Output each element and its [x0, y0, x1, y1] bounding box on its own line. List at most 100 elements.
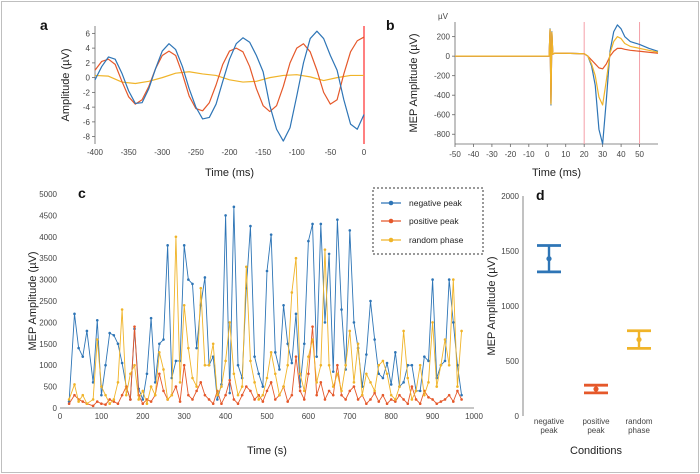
- c-point-random-phase: [149, 385, 153, 388]
- c-point-positive-peak: [191, 398, 194, 401]
- c-point-random-phase: [137, 398, 140, 401]
- a-y-tick-label: -6: [83, 118, 91, 127]
- c-y-tick-label: 3000: [39, 276, 57, 285]
- c-point-positive-peak: [253, 398, 256, 401]
- c-x-tick-label: 700: [343, 412, 357, 421]
- c-point-positive-peak: [129, 398, 132, 401]
- a-y-tick-label: 4: [86, 44, 91, 53]
- c-point-positive-peak: [162, 389, 165, 393]
- c-point-random-phase: [377, 363, 381, 367]
- c-point-negative-peak: [418, 389, 422, 393]
- c-point-random-phase: [199, 286, 203, 290]
- c-point-negative-peak: [278, 368, 281, 371]
- c-point-random-phase: [315, 381, 318, 384]
- c-point-positive-peak: [394, 400, 397, 403]
- c-point-random-phase: [178, 381, 182, 384]
- c-point-random-phase: [236, 393, 240, 397]
- c-point-positive-peak: [344, 398, 347, 401]
- c-point-positive-peak: [265, 389, 269, 393]
- d-mean-positive-peak: [593, 386, 599, 392]
- c-point-positive-peak: [439, 400, 443, 403]
- c-x-tick-label: 1000: [465, 412, 483, 421]
- c-point-random-phase: [282, 385, 285, 388]
- c-point-random-phase: [389, 393, 393, 397]
- c-point-random-phase: [319, 363, 323, 367]
- c-point-negative-peak: [286, 342, 290, 346]
- c-point-positive-peak: [91, 404, 95, 408]
- panel-letter-b: b: [386, 17, 395, 33]
- c-point-positive-peak: [323, 398, 327, 401]
- c-point-random-phase: [162, 368, 165, 371]
- legend-label-random-phase: random phase: [409, 235, 464, 245]
- b-y-tick-label: -400: [434, 91, 451, 100]
- c-point-negative-peak: [81, 355, 85, 358]
- c-point-negative-peak: [153, 381, 157, 384]
- c-x-tick-label: 800: [385, 412, 399, 421]
- c-point-negative-peak: [373, 338, 376, 341]
- d-y-tick-label: 2000: [501, 192, 519, 201]
- a-y-tick-label: 2: [86, 59, 91, 68]
- b-unit-label: µV: [438, 12, 449, 21]
- c-point-negative-peak: [340, 308, 343, 311]
- c-point-negative-peak: [174, 359, 178, 363]
- c-point-positive-peak: [236, 402, 240, 406]
- c-point-random-phase: [73, 383, 76, 386]
- c-point-random-phase: [327, 363, 331, 367]
- c-point-negative-peak: [166, 244, 169, 247]
- b-x-tick-label: 20: [580, 150, 589, 159]
- c-point-negative-peak: [385, 361, 389, 365]
- c-point-random-phase: [443, 338, 447, 341]
- c-point-negative-peak: [352, 321, 356, 324]
- c-point-random-phase: [381, 359, 385, 363]
- c-point-positive-peak: [141, 402, 145, 406]
- c-point-random-phase: [257, 398, 261, 401]
- c-y-tick-label: 1000: [39, 361, 57, 370]
- c-point-random-phase: [112, 398, 116, 401]
- c-point-positive-peak: [220, 402, 223, 406]
- c-point-random-phase: [265, 376, 269, 380]
- c-point-negative-peak: [265, 269, 269, 273]
- c-point-negative-peak: [460, 393, 463, 397]
- legend-label-positive-peak: positive peak: [409, 216, 459, 226]
- c-point-negative-peak: [232, 205, 236, 209]
- c-point-positive-peak: [178, 400, 182, 403]
- c-point-random-phase: [348, 329, 352, 333]
- c-point-random-phase: [331, 385, 335, 388]
- c-point-positive-peak: [187, 393, 190, 397]
- c-point-negative-peak: [120, 361, 124, 365]
- c-point-negative-peak: [141, 398, 145, 401]
- c-point-negative-peak: [228, 391, 232, 395]
- c-point-random-phase: [360, 393, 364, 397]
- c-y-tick-label: 0: [53, 404, 58, 413]
- c-point-negative-peak: [182, 244, 186, 247]
- b-series-random-phase: [455, 28, 659, 106]
- c-point-positive-peak: [381, 393, 385, 397]
- c-point-positive-peak: [232, 398, 236, 401]
- c-point-negative-peak: [261, 385, 265, 388]
- c-point-negative-peak: [91, 381, 95, 384]
- c-point-random-phase: [77, 400, 80, 403]
- c-point-positive-peak: [336, 363, 339, 367]
- c-point-positive-peak: [327, 389, 331, 393]
- c-point-negative-peak: [104, 363, 107, 367]
- c-point-positive-peak: [456, 389, 459, 393]
- c-point-random-phase: [385, 372, 389, 376]
- d-x-axis-label: Conditions: [570, 445, 622, 457]
- c-point-random-phase: [203, 363, 207, 367]
- a-x-tick-label: -300: [154, 148, 171, 157]
- c-point-random-phase: [439, 363, 443, 367]
- c-point-random-phase: [302, 389, 306, 393]
- c-point-negative-peak: [282, 303, 285, 307]
- c-point-random-phase: [187, 346, 190, 350]
- c-point-positive-peak: [261, 400, 265, 403]
- c-point-positive-peak: [273, 398, 277, 401]
- c-point-positive-peak: [307, 372, 310, 376]
- c-point-random-phase: [104, 393, 107, 397]
- c-point-negative-peak: [116, 342, 120, 346]
- c-point-positive-peak: [108, 398, 111, 401]
- c-point-negative-peak: [319, 222, 323, 226]
- c-point-negative-peak: [273, 351, 277, 354]
- c-point-negative-peak: [452, 321, 455, 324]
- b-y-tick-label: 200: [437, 33, 451, 42]
- c-y-axis-label: MEP Amplitude (µV): [27, 251, 39, 350]
